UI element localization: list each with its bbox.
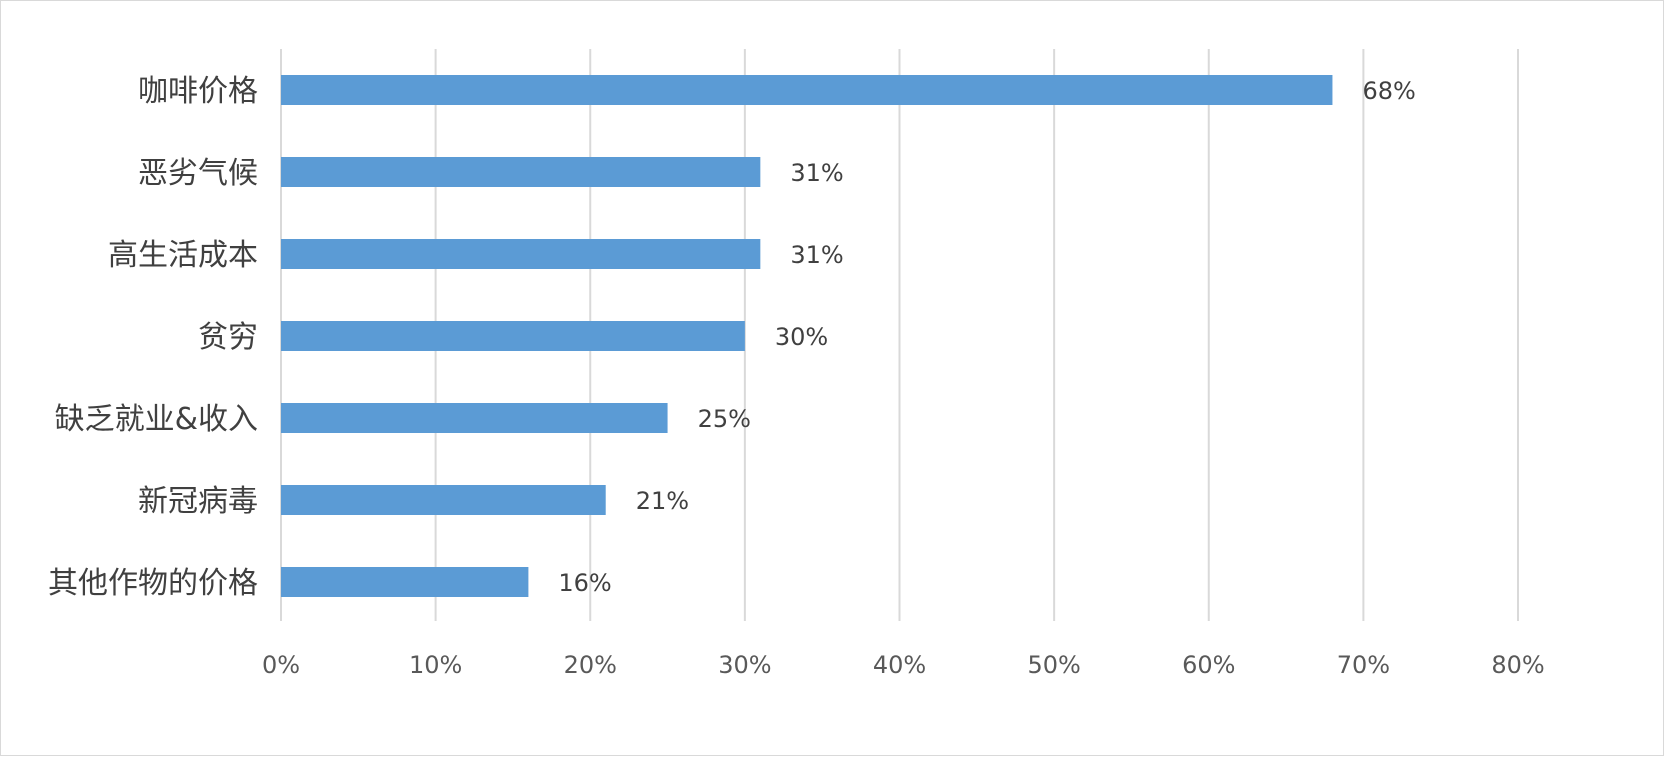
category-label: 贫穷 — [198, 320, 258, 355]
bar — [281, 567, 529, 597]
bar — [281, 403, 668, 433]
bars — [281, 75, 1333, 597]
x-tick-label: 40% — [873, 651, 926, 679]
x-tick-label: 50% — [1027, 651, 1080, 679]
x-tick-label: 20% — [564, 651, 617, 679]
bar — [281, 239, 761, 269]
gridlines — [280, 49, 1519, 621]
x-tick-label: 30% — [718, 651, 771, 679]
bar — [281, 321, 745, 351]
data-label: 68% — [1362, 77, 1415, 105]
bar — [281, 75, 1333, 105]
data-label: 16% — [558, 569, 611, 597]
category-label: 缺乏就业&收入 — [55, 402, 258, 437]
x-tick-label: 80% — [1491, 651, 1544, 679]
data-label: 30% — [775, 323, 828, 351]
category-label: 高生活成本 — [108, 238, 258, 273]
category-label: 新冠病毒 — [138, 484, 258, 519]
data-label: 31% — [790, 241, 843, 269]
category-label: 其他作物的价格 — [48, 566, 258, 601]
x-tick-label: 60% — [1182, 651, 1235, 679]
category-label: 恶劣气候 — [138, 156, 258, 191]
x-tick-label: 0% — [262, 651, 300, 679]
bar — [281, 485, 606, 515]
data-labels: 68% 31% 31% 30% 25% 21% 16% — [558, 77, 1415, 597]
x-tick-label: 70% — [1337, 651, 1390, 679]
data-label: 25% — [698, 405, 751, 433]
data-label: 31% — [790, 159, 843, 187]
bar — [281, 157, 761, 187]
x-tick-label: 10% — [409, 651, 462, 679]
category-label: 咖啡价格 — [138, 74, 258, 109]
x-axis-tick-labels: 0% 10% 20% 30% 40% 50% 60% 70% 80% — [262, 651, 1545, 679]
data-label: 21% — [636, 487, 689, 515]
